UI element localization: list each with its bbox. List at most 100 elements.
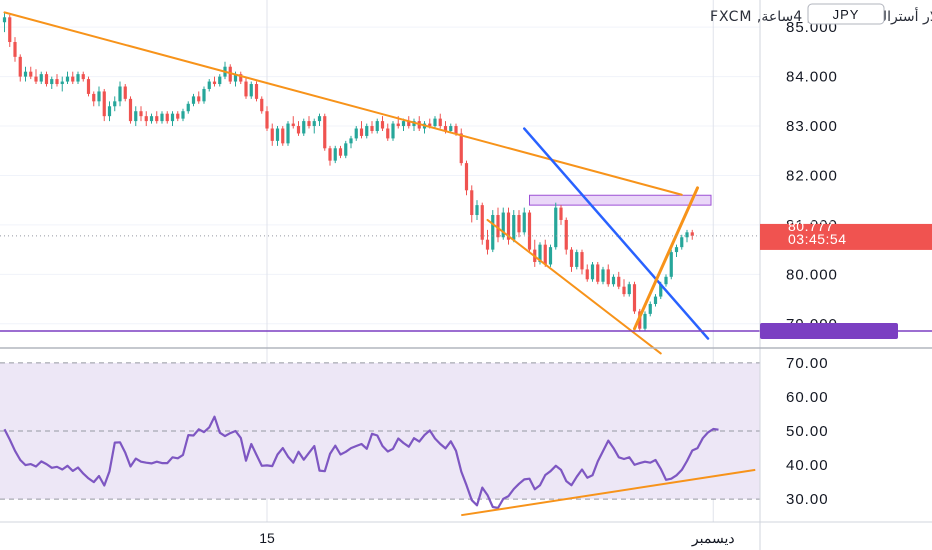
candle[interactable] xyxy=(312,118,316,134)
candle[interactable] xyxy=(2,12,7,33)
candle[interactable] xyxy=(491,210,495,253)
candle[interactable] xyxy=(380,116,385,131)
candle[interactable] xyxy=(559,205,563,225)
candle[interactable] xyxy=(155,111,159,124)
candle[interactable] xyxy=(680,234,684,250)
candle[interactable] xyxy=(144,111,148,127)
candle[interactable] xyxy=(685,229,689,243)
candle[interactable] xyxy=(191,93,196,107)
candle[interactable] xyxy=(260,96,264,114)
candle[interactable] xyxy=(496,207,500,243)
candle[interactable] xyxy=(323,113,327,151)
candle[interactable] xyxy=(611,274,616,287)
candle[interactable] xyxy=(338,145,343,159)
candle[interactable] xyxy=(39,71,43,85)
candle[interactable] xyxy=(333,145,337,164)
candle[interactable] xyxy=(422,121,427,134)
candle[interactable] xyxy=(601,266,605,285)
resistance-zone[interactable] xyxy=(529,194,712,206)
candle[interactable] xyxy=(575,249,579,270)
candle[interactable] xyxy=(328,145,332,166)
candle[interactable] xyxy=(522,207,526,235)
candle[interactable] xyxy=(606,264,610,287)
candle[interactable] xyxy=(249,81,253,99)
candle[interactable] xyxy=(506,207,511,245)
candle[interactable] xyxy=(307,116,311,129)
candle[interactable] xyxy=(265,106,269,131)
candle[interactable] xyxy=(218,74,222,87)
candle[interactable] xyxy=(18,54,22,82)
candle[interactable] xyxy=(270,123,274,146)
candle[interactable] xyxy=(669,249,673,280)
candle[interactable] xyxy=(296,121,301,136)
candle[interactable] xyxy=(65,71,70,85)
candle[interactable] xyxy=(564,217,568,255)
candle[interactable] xyxy=(118,81,122,107)
rsi-line[interactable] xyxy=(3,415,719,510)
candle[interactable] xyxy=(71,71,75,85)
candle[interactable] xyxy=(359,121,364,139)
candle[interactable] xyxy=(291,116,295,129)
candle[interactable] xyxy=(464,160,469,196)
candle[interactable] xyxy=(207,79,211,92)
candle[interactable] xyxy=(596,261,600,285)
candle[interactable] xyxy=(123,84,127,102)
candle[interactable] xyxy=(412,118,416,131)
candle[interactable] xyxy=(165,111,169,124)
candle[interactable] xyxy=(554,202,558,250)
candle[interactable] xyxy=(438,113,442,129)
candle[interactable] xyxy=(197,91,201,104)
candle[interactable] xyxy=(113,96,117,112)
candle[interactable] xyxy=(349,135,353,149)
candle[interactable] xyxy=(354,126,358,141)
rising-support-line[interactable] xyxy=(633,186,699,331)
candle[interactable] xyxy=(433,116,437,129)
candle[interactable] xyxy=(244,76,248,99)
candle[interactable] xyxy=(107,101,112,122)
candle[interactable] xyxy=(202,86,206,104)
candle[interactable] xyxy=(275,126,280,146)
candle[interactable] xyxy=(60,76,64,92)
candle[interactable] xyxy=(212,76,217,87)
candle[interactable] xyxy=(139,106,143,122)
candle[interactable] xyxy=(569,247,574,272)
candle[interactable] xyxy=(34,69,38,85)
candle[interactable] xyxy=(8,14,12,47)
candle[interactable] xyxy=(160,111,164,124)
candle[interactable] xyxy=(92,91,96,107)
candle[interactable] xyxy=(286,121,290,146)
candle[interactable] xyxy=(44,71,49,87)
candle[interactable] xyxy=(627,281,631,297)
candle[interactable] xyxy=(585,264,589,282)
candle[interactable] xyxy=(375,118,379,134)
candle[interactable] xyxy=(690,229,694,240)
candle[interactable] xyxy=(281,126,285,146)
currency-button[interactable]: JPY xyxy=(807,3,885,25)
candle[interactable] xyxy=(543,239,547,267)
candle[interactable] xyxy=(134,106,138,127)
candle[interactable] xyxy=(653,294,658,307)
candle[interactable] xyxy=(344,140,348,159)
candle[interactable] xyxy=(527,210,532,253)
candle[interactable] xyxy=(29,66,33,80)
candle[interactable] xyxy=(548,244,553,267)
candle[interactable] xyxy=(407,116,411,129)
candle[interactable] xyxy=(170,111,175,127)
candle[interactable] xyxy=(533,239,537,267)
candle[interactable] xyxy=(50,76,54,89)
candle[interactable] xyxy=(617,271,621,290)
candle[interactable] xyxy=(81,71,85,82)
rsi-trendline[interactable] xyxy=(461,468,756,517)
candle[interactable] xyxy=(517,210,521,238)
upper-trendline[interactable] xyxy=(3,11,683,196)
candle[interactable] xyxy=(254,81,259,102)
candle[interactable] xyxy=(580,249,584,275)
candle[interactable] xyxy=(674,244,679,258)
candle[interactable] xyxy=(622,279,626,297)
candle[interactable] xyxy=(23,66,28,82)
candle[interactable] xyxy=(480,202,484,245)
candle[interactable] xyxy=(485,229,490,255)
candle[interactable] xyxy=(632,281,637,314)
candle[interactable] xyxy=(501,207,505,240)
